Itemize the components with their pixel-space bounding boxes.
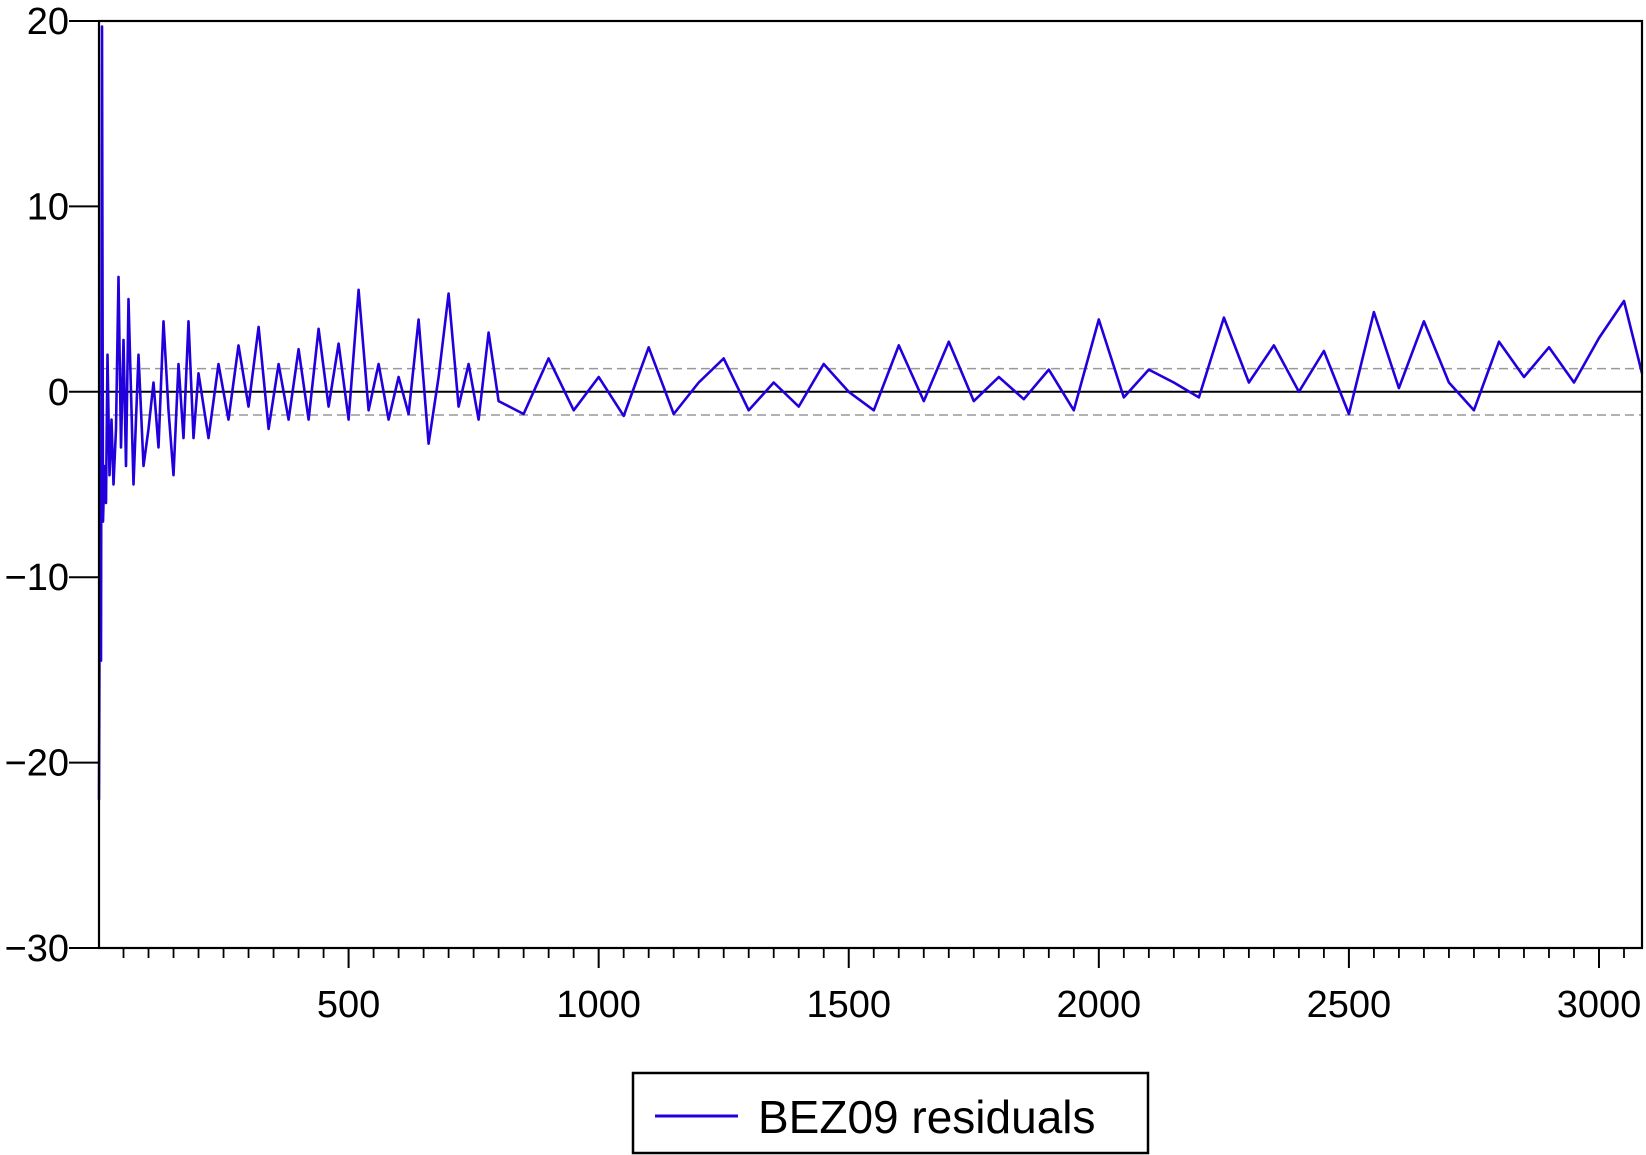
legend-box [631,1071,1150,1155]
x-tick-label: 500 [317,984,380,1026]
x-tick-label: 3000 [1557,984,1642,1026]
y-tick-label: −30 [5,928,69,970]
series-group [97,25,1644,800]
y-axis: 20 10 0 −10 −20 −30 [5,1,99,970]
plot-frame [97,19,1644,950]
legend-label-bez09: BEZ09 residuals [758,1091,1096,1143]
y-tick-label: −20 [5,743,69,785]
y-tick-label: −10 [5,557,69,599]
band-lines [99,367,1642,416]
y-tick-label: 20 [27,1,69,43]
y-tick-label: 0 [48,372,69,414]
x-tick-label: 1500 [806,984,891,1026]
y-tick-label: 10 [27,186,69,228]
series-line-0 [97,25,1644,800]
x-tick-label: 2500 [1307,984,1392,1026]
x-tick-label: 2000 [1057,984,1142,1026]
x-axis: 500 1000 1500 2000 2500 3000 [122,948,1642,1026]
legend: BEZ09 residuals [631,1071,1150,1155]
x-tick-label: 1000 [556,984,641,1026]
